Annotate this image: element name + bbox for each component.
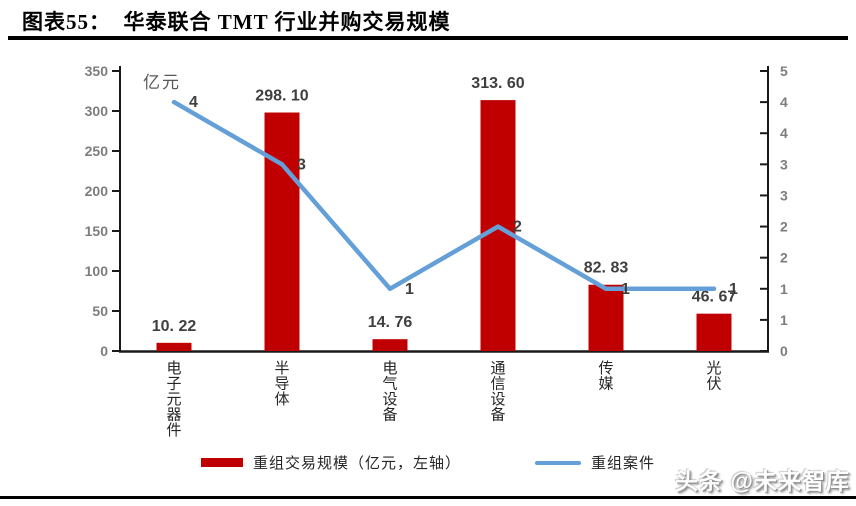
bar [696,313,732,351]
line-value-label: 3 [297,156,306,173]
left-axis-unit-label: 亿元 [143,73,181,92]
legend-bar-label: 重组交易规模（亿元，左轴） [252,456,461,472]
legend-line-label: 重组案件 [591,456,656,472]
bar [264,112,300,352]
line-value-label: 1 [621,281,630,298]
line-value-label: 1 [405,281,414,298]
category-label: 通信设备 [490,360,505,424]
left-axis-tick-label: 350 [85,63,109,79]
left-axis-tick-label: 50 [92,303,108,319]
bottom-border-rule [0,496,856,499]
legend-line-swatch [535,460,581,465]
chart-legend: 重组交易规模（亿元，左轴） 重组案件 [0,452,856,473]
category-label: 传媒 [598,360,613,393]
bar-value-label: 298. 10 [255,88,308,105]
bar-value-label: 46. 67 [692,289,737,306]
right-axis-tick-label: 2 [780,250,788,266]
bar-value-label: 14. 76 [368,314,413,331]
bar [372,339,408,351]
category-label: 电气设备 [382,360,397,424]
right-axis-tick-label: 1 [780,281,788,297]
line-value-label: 1 [729,281,738,298]
right-axis-tick-label: 5 [780,63,788,79]
right-axis-tick-label: 3 [780,187,788,203]
title-divider-rule [8,36,848,40]
bar [156,342,192,351]
right-axis-tick-label: 0 [780,343,788,359]
left-axis-tick-label: 300 [85,103,109,119]
line-value-label: 2 [513,219,522,236]
bar-value-label: 10. 22 [152,318,197,335]
bar [588,284,624,351]
line-value-label: 4 [189,94,198,111]
right-axis-tick-label: 2 [780,219,788,235]
chart-title: 图表55： 华泰联合 TMT 行业并购交易规模 [22,10,451,34]
left-axis-tick-label: 100 [85,263,109,279]
right-axis-tick-label: 4 [780,125,788,141]
bar-value-label: 313. 60 [471,75,524,92]
category-label: 光伏 [706,360,721,393]
bar-value-label: 82. 83 [584,260,629,277]
legend-bar-swatch [200,458,243,467]
left-axis-tick-label: 0 [100,343,108,359]
right-axis-tick-label: 3 [780,156,788,172]
left-axis-tick-label: 200 [85,183,109,199]
left-axis-tick-label: 250 [85,143,109,159]
right-axis-tick-label: 1 [780,312,788,328]
left-axis-tick-label: 150 [85,223,109,239]
trend-line [171,99,717,292]
right-axis-tick-label: 4 [780,94,788,110]
watermark-toutiao-weilaizhiku: 头条 @未来智库 [675,468,850,494]
category-label: 半导体 [274,360,289,408]
category-label: 电子元器件 [166,360,181,439]
